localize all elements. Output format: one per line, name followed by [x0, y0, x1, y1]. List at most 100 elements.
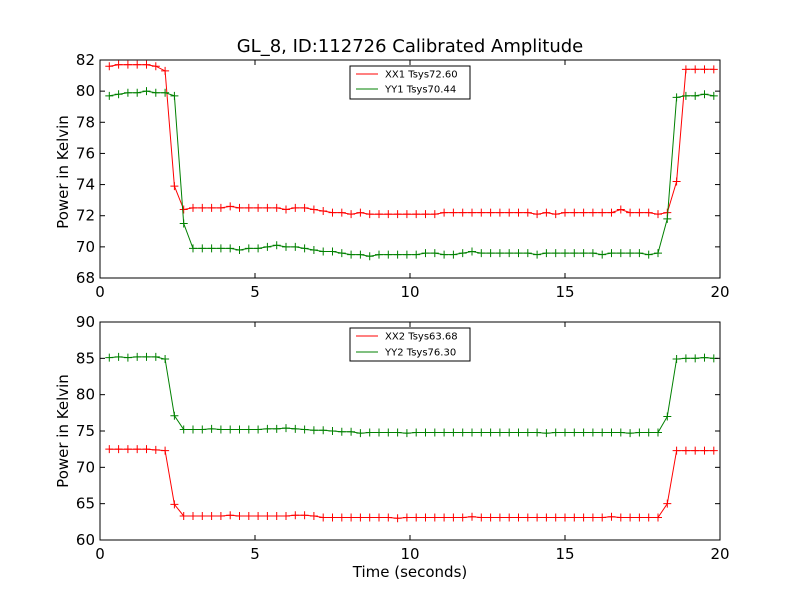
bottom-series-1-point: [347, 427, 356, 436]
top-series-0-point: [226, 202, 235, 211]
bottom-series-1-point: [179, 425, 188, 434]
top-series-1-point: [430, 249, 439, 258]
top-series-layer: [105, 60, 718, 261]
bottom-series-0-point: [328, 513, 337, 522]
top-series-0-point: [105, 62, 114, 71]
top-legend-label-xx1: XX1 Tsys72.60: [385, 70, 458, 81]
top-series-1-point: [263, 242, 272, 251]
bottom-series-1-point: [654, 428, 662, 437]
bottom-series-1-point: [561, 428, 569, 437]
bottom-legend: XX2 Tsys63.68 YY2 Tsys76.30: [349, 327, 471, 362]
top-series-0-point: [254, 203, 263, 212]
top-series-1-point: [216, 244, 225, 253]
bottom-series-0-point: [402, 513, 411, 522]
bottom-series-0-point: [151, 445, 160, 454]
top-series-0-point: [198, 203, 207, 212]
top-y-tick-label: 72: [76, 207, 95, 225]
top-series-0-point: [337, 208, 346, 217]
bottom-series-0-point: [533, 513, 542, 522]
top-series-1-point: [189, 244, 197, 253]
top-x-tick-label: 10: [400, 283, 419, 301]
bottom-series-1-point: [523, 428, 532, 437]
bottom-series-0-point: [412, 513, 421, 522]
bottom-series-1-point: [570, 428, 579, 437]
bottom-series-0-point: [226, 511, 235, 520]
bottom-series-1-point: [198, 425, 207, 434]
top-series-1-point: [272, 241, 281, 250]
bottom-x-tick-label: 15: [555, 545, 574, 563]
bottom-series-1-point: [449, 428, 458, 437]
bottom-series-1-point: [533, 428, 542, 437]
top-series-1-point: [142, 87, 151, 96]
bottom-series-1-point: [681, 354, 690, 363]
bottom-y-tick-label: 60: [76, 531, 95, 549]
top-series-1-point: [495, 249, 504, 258]
bottom-series-1-point: [133, 352, 142, 361]
top-series-1-point: [244, 244, 253, 253]
bottom-series-0-point: [421, 513, 430, 522]
bottom-series-0-point: [672, 446, 681, 455]
bottom-series-1-point: [495, 428, 504, 437]
top-series-0-point: [514, 208, 523, 217]
bottom-series-1-point: [105, 353, 114, 362]
top-series-1-point: [486, 249, 495, 258]
top-series-0-point: [644, 208, 653, 217]
bottom-series-1-point: [644, 428, 653, 437]
bottom-x-tick-label: 0: [95, 545, 105, 563]
top-series-0-point: [598, 208, 607, 217]
bottom-series-1-point: [207, 424, 216, 433]
top-series-0-point: [542, 208, 551, 217]
top-series-1-point: [542, 249, 551, 258]
top-series-0-point: [551, 210, 560, 219]
top-series-0-point: [393, 210, 402, 219]
top-series-1-point: [523, 249, 532, 258]
bottom-series-1-point: [254, 425, 263, 434]
bottom-series-0-point: [588, 513, 597, 522]
bottom-x-tick-label: 10: [400, 545, 419, 563]
top-series-0-point: [235, 203, 244, 212]
top-series-1-point: [449, 250, 458, 259]
bottom-x-tick-label: 5: [250, 545, 260, 563]
top-series-0-point: [440, 208, 449, 217]
bottom-series-0-point: [282, 512, 290, 521]
top-series-1-point: [691, 91, 700, 100]
bottom-series-1-point: [700, 353, 709, 362]
top-series-1-point: [402, 250, 411, 259]
bottom-series-0-point: [142, 445, 151, 454]
top-series-1-point: [179, 219, 188, 228]
bottom-series-0-point: [468, 512, 476, 521]
bottom-series-1-point: [151, 352, 160, 361]
bottom-series-0-point: [356, 513, 365, 522]
bottom-series-0-point: [207, 512, 216, 521]
bottom-series-0-point: [700, 446, 709, 455]
bottom-series-1-point: [672, 355, 681, 364]
bottom-series-0-point: [542, 513, 551, 522]
top-series-0-point: [365, 210, 374, 219]
bottom-series-0-point: [495, 513, 504, 522]
bottom-series-0-point: [458, 513, 467, 522]
top-series-1-point: [105, 91, 114, 100]
bottom-series-1-point: [421, 428, 430, 437]
top-series-1-point: [412, 250, 421, 259]
top-series-1-point: [468, 247, 476, 256]
top-series-1-point: [198, 244, 207, 253]
bottom-series-1-point: [393, 428, 402, 437]
bottom-series-0-point: [105, 445, 114, 454]
bottom-series-1-point: [477, 428, 486, 437]
top-series-1-point: [588, 249, 597, 258]
bottom-series-1-point: [114, 352, 123, 361]
top-series-0-point: [189, 203, 197, 212]
top-series-0-point: [244, 203, 253, 212]
bottom-legend-box: [349, 327, 471, 362]
top-series-0-point: [477, 208, 486, 217]
top-ticks-layer: 0 5 10 15 20 68 70 72 74 76 78 80 82: [76, 51, 730, 301]
bottom-series-1-point: [384, 428, 393, 437]
bottom-series-1-point: [551, 428, 560, 437]
bottom-series-0-point: [691, 446, 700, 455]
bottom-series-0-point: [300, 511, 309, 520]
top-series-0-point: [700, 65, 709, 74]
top-legend: XX1 Tsys72.60 YY1 Tsys70.44: [349, 65, 471, 100]
top-series-0-point: [412, 210, 421, 219]
bottom-y-tick-label: 75: [76, 422, 95, 440]
top-chart-title: GL_8, ID:112726 Calibrated Amplitude: [237, 36, 584, 57]
